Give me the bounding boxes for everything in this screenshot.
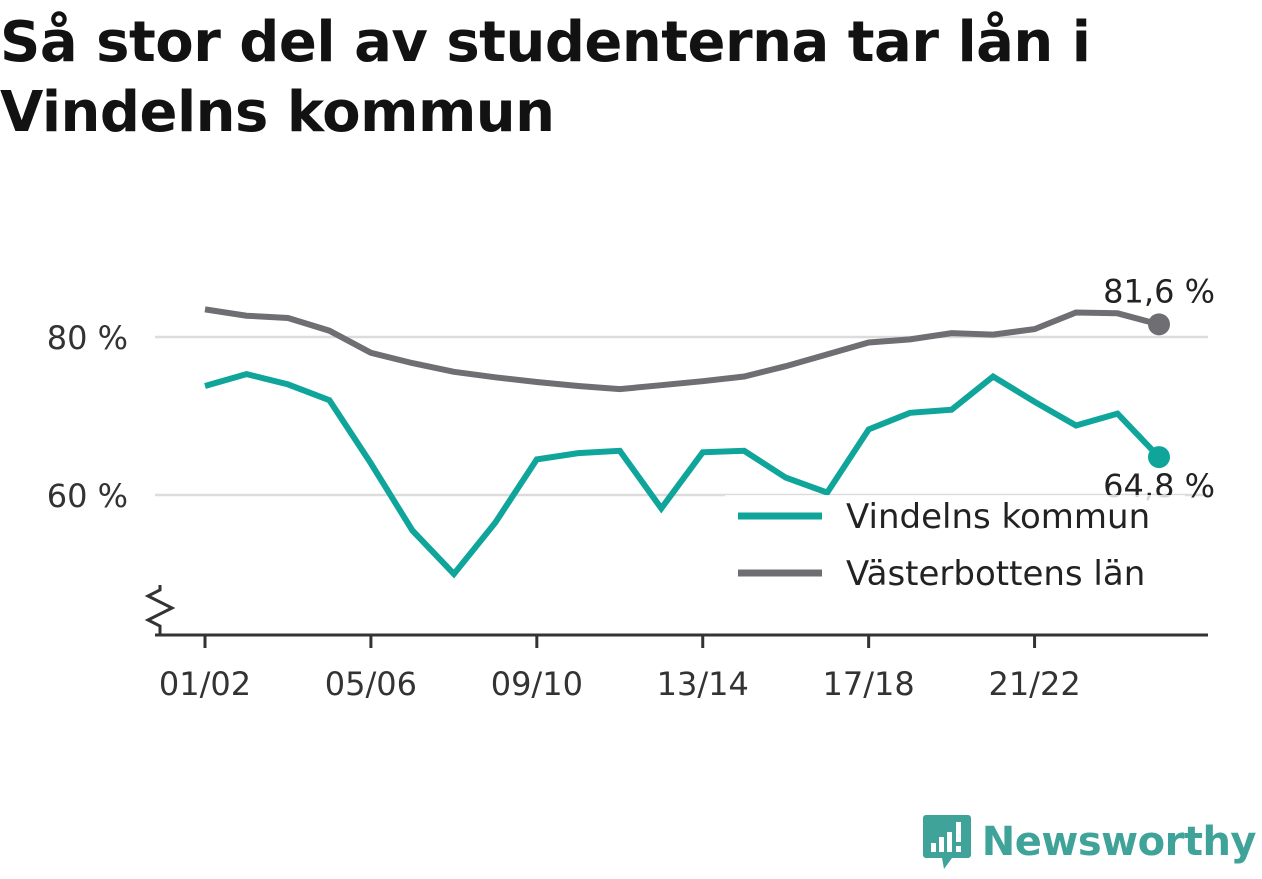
legend-label-vasterbotten: Västerbottens län	[846, 554, 1145, 594]
brand-name: Newsworthy	[981, 819, 1257, 865]
x-tick-label: 09/10	[491, 665, 583, 703]
x-axis	[144, 585, 1208, 637]
y-tick-label: 60 %	[47, 477, 128, 515]
x-tick-label: 01/02	[159, 665, 251, 703]
x-axis-ticks: 01/02 05/06 09/10 13/14 17/18 21/22	[159, 635, 1081, 703]
series-line-vindeln	[204, 370, 1162, 579]
x-tick-label: 21/22	[988, 665, 1080, 703]
end-marker-vasterbotten	[1148, 313, 1170, 336]
series-layer: 64,8 %81,6 %	[204, 272, 1215, 579]
end-label-vasterbotten: 81,6 %	[1103, 272, 1215, 310]
x-tick-label: 17/18	[823, 665, 915, 703]
grid-lines	[155, 335, 1208, 497]
axis-break-icon	[144, 585, 176, 635]
legend-label-vindeln: Vindelns kommun	[846, 497, 1150, 537]
brand-logo: Newsworthy	[922, 813, 1257, 871]
y-axis-labels: 60 % 80 %	[47, 319, 128, 515]
x-tick-label: 13/14	[657, 665, 749, 703]
y-tick-label: 80 %	[47, 319, 128, 357]
x-tick-label: 05/06	[325, 665, 417, 703]
newsworthy-logo-icon	[922, 815, 971, 869]
series-line-vasterbotten	[204, 306, 1160, 393]
legend: Vindelns kommun Västerbottens län	[725, 495, 1185, 595]
chart-title: Så stor del av studenterna tar lån i Vin…	[0, 10, 1091, 145]
end-marker-vindeln	[1148, 446, 1170, 469]
legend-background	[725, 495, 1185, 595]
